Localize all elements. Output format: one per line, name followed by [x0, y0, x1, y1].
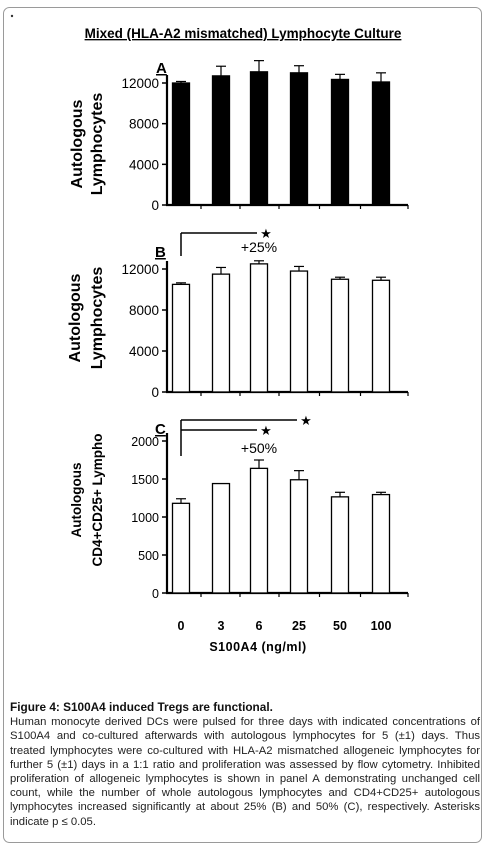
y-axis-label: Autologous: [67, 273, 84, 362]
significance-star: ★: [260, 227, 272, 242]
x-tick-label: 3: [218, 619, 225, 633]
bar: [371, 279, 391, 393]
significance-star: ★: [260, 424, 272, 439]
significance-star: ★: [300, 414, 312, 429]
x-tick-label: 6: [256, 619, 263, 633]
y-tick-label: 2000: [131, 435, 159, 449]
panel-C: 0 500 1000 1500 2000 Autologous CD4+CD25+ Lymp…: [69, 414, 409, 601]
y-tick-label: 12000: [121, 76, 159, 91]
x-tick-label: 50: [333, 619, 347, 633]
bar: [249, 467, 269, 594]
percent-annotation: +50%: [241, 440, 277, 456]
panel-letter: A: [156, 60, 167, 77]
panel-letter: B: [155, 244, 166, 261]
y-tick-label: 8000: [129, 303, 159, 318]
figure-caption: Figure 4: S100A4 induced Tregs are funct…: [10, 700, 480, 829]
bar: [371, 493, 391, 594]
bar: [171, 283, 191, 393]
y-axis-label: Lymphocytes: [89, 267, 106, 370]
bar: [330, 496, 350, 594]
caption-title: Figure 4: S100A4 induced Tregs are funct…: [10, 700, 273, 714]
y-tick-label: 4000: [129, 344, 159, 359]
bar: [211, 75, 231, 206]
bar: [211, 273, 231, 393]
bar: [371, 81, 391, 206]
bar: [289, 479, 309, 594]
y-axis-label: Autologous: [69, 99, 86, 188]
panel-A: 0 4000 8000 12000 Autologous Lymphocytes A: [69, 60, 409, 213]
bar: [289, 270, 309, 393]
bar: [171, 82, 191, 206]
bar: [330, 278, 350, 393]
y-tick-label: 0: [152, 587, 159, 601]
x-tick-label: 0: [178, 619, 185, 633]
y-axis-label: Lymphocytes: [89, 93, 106, 196]
x-axis-tick-labels: 0 3 6 25 50 100: [178, 619, 392, 633]
figure-title: Mixed (HLA-A2 mismatched) Lymphocyte Cul…: [85, 26, 402, 41]
x-tick-label: 100: [371, 619, 392, 633]
figure-chart: Mixed (HLA-A2 mismatched) Lymphocyte Cul…: [67, 26, 409, 654]
y-axis-label: CD4+CD25+ Lympho: [90, 433, 105, 566]
x-axis-label: S100A4 (ng/ml): [209, 640, 306, 654]
x-tick-label: 25: [292, 619, 306, 633]
panel-letter: C: [155, 421, 166, 438]
caption-body: Human monocyte derived DCs were pulsed f…: [10, 716, 480, 828]
y-tick-label: 500: [138, 549, 159, 563]
bar: [249, 71, 269, 206]
y-tick-label: 12000: [121, 262, 159, 277]
y-tick-label: 0: [151, 198, 159, 213]
panel-B: 0 4000 8000 12000 Autologous Lymphocytes B ★+25…: [67, 227, 409, 400]
bar: [330, 78, 350, 206]
bar: [289, 72, 309, 206]
percent-annotation: +25%: [241, 239, 277, 255]
y-tick-label: 4000: [129, 157, 159, 172]
bar: [171, 502, 191, 594]
bar: [211, 482, 231, 594]
y-tick-label: 1500: [131, 473, 159, 487]
y-axis-label: Autologous: [69, 463, 84, 538]
y-tick-label: 1000: [131, 511, 159, 525]
y-tick-label: 8000: [129, 117, 159, 132]
y-tick-label: 0: [151, 385, 159, 400]
bar: [249, 263, 269, 393]
